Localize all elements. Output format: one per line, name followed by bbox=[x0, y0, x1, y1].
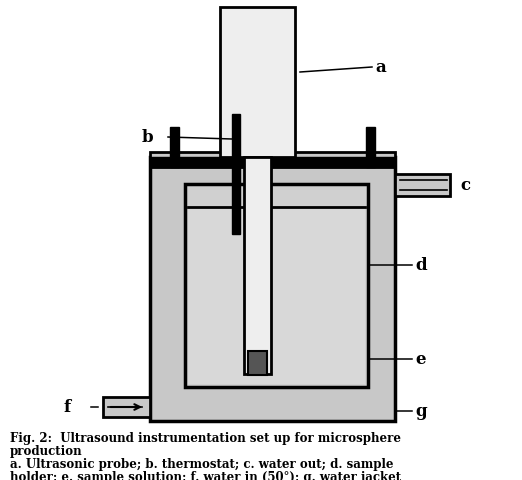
Bar bbox=[395, 175, 450, 197]
Bar bbox=[150, 157, 395, 168]
Text: Fig. 2:  Ultrasound instrumentation set up for microsphere: Fig. 2: Ultrasound instrumentation set u… bbox=[10, 431, 401, 444]
Text: f: f bbox=[63, 399, 70, 416]
Text: g: g bbox=[415, 403, 426, 420]
Bar bbox=[103, 397, 150, 417]
Text: production: production bbox=[10, 444, 82, 457]
Text: holder; e. sample solution; f. water in (50°); g. water jacket: holder; e. sample solution; f. water in … bbox=[10, 470, 401, 480]
Bar bbox=[170, 128, 179, 168]
Bar bbox=[248, 351, 267, 375]
Text: e: e bbox=[415, 351, 425, 368]
Bar bbox=[150, 153, 395, 168]
Bar bbox=[185, 185, 368, 387]
Bar bbox=[188, 207, 365, 384]
Bar bbox=[244, 157, 271, 374]
Bar bbox=[366, 128, 375, 168]
Text: b: b bbox=[142, 129, 153, 146]
Text: c: c bbox=[460, 177, 470, 194]
Bar bbox=[150, 157, 395, 421]
Bar bbox=[220, 8, 295, 157]
Text: a: a bbox=[375, 60, 386, 76]
Text: d: d bbox=[415, 257, 426, 274]
Text: a. Ultrasonic probe; b. thermostat; c. water out; d. sample: a. Ultrasonic probe; b. thermostat; c. w… bbox=[10, 457, 394, 470]
Bar bbox=[232, 115, 240, 235]
